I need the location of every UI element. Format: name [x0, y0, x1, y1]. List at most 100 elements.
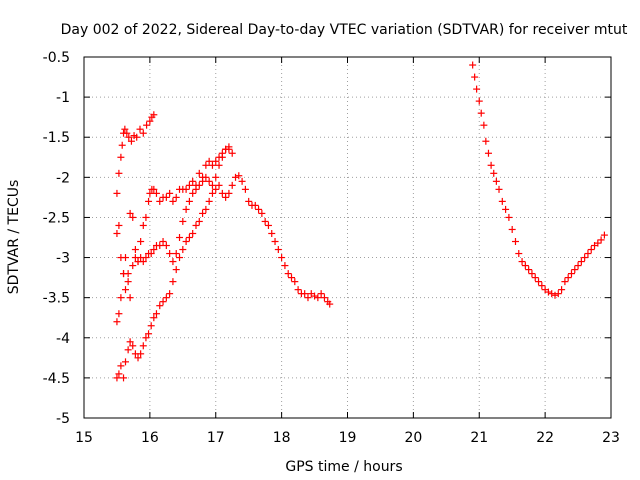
data-point — [475, 97, 483, 105]
data-point — [156, 302, 164, 310]
x-tick-label: 23 — [602, 430, 620, 446]
data-point — [538, 282, 546, 290]
data-point — [554, 290, 562, 298]
data-point — [115, 221, 123, 229]
data-point — [498, 197, 506, 205]
data-point — [172, 250, 180, 258]
data-point — [218, 153, 226, 161]
data-point — [150, 185, 158, 193]
data-point — [126, 294, 134, 302]
x-tick-label: 20 — [404, 430, 422, 446]
data-point — [558, 286, 566, 294]
data-points — [113, 61, 608, 382]
data-point — [469, 61, 477, 69]
data-point — [124, 346, 132, 354]
data-point — [169, 258, 177, 266]
data-point — [235, 172, 243, 180]
y-tick-label: -1 — [56, 90, 70, 106]
x-tick-label: 21 — [470, 430, 488, 446]
x-tick-label: 17 — [207, 430, 225, 446]
data-point — [113, 374, 121, 382]
data-point — [525, 266, 533, 274]
data-point — [202, 173, 210, 181]
data-point — [291, 278, 299, 286]
data-point — [129, 213, 137, 221]
chart-title: Day 002 of 2022, Sidereal Day-to-day VTE… — [61, 22, 628, 38]
data-point — [518, 258, 526, 266]
data-point — [581, 254, 589, 262]
data-point — [477, 109, 485, 117]
y-tick-label: -2 — [56, 170, 70, 186]
data-point — [192, 185, 200, 193]
data-point — [143, 121, 151, 129]
data-point — [162, 242, 170, 250]
data-point — [131, 246, 139, 254]
data-point — [502, 205, 510, 213]
data-point — [314, 294, 322, 302]
data-point — [179, 217, 187, 225]
data-point — [326, 300, 334, 308]
data-point — [215, 161, 223, 169]
y-tick-label: -3.5 — [43, 291, 70, 307]
data-point — [113, 318, 121, 326]
data-point — [147, 322, 155, 330]
data-point — [212, 157, 220, 165]
data-point — [258, 209, 266, 217]
data-point — [215, 181, 223, 189]
data-point — [199, 177, 207, 185]
data-point — [245, 197, 253, 205]
data-point — [241, 185, 249, 193]
data-point — [152, 310, 160, 318]
data-point — [133, 133, 141, 141]
data-point — [134, 354, 142, 362]
data-point — [577, 258, 585, 266]
data-point — [574, 262, 582, 270]
data-point — [487, 161, 495, 169]
data-point — [121, 125, 129, 133]
data-point — [156, 242, 164, 250]
data-point — [137, 350, 145, 358]
data-point — [152, 189, 160, 197]
y-tick-label: -4.5 — [43, 371, 70, 387]
data-point — [473, 85, 481, 93]
grid — [84, 57, 611, 418]
x-tick-label: 18 — [273, 430, 291, 446]
data-point — [195, 217, 203, 225]
axis-ticks: 15 16 17 18 19 20 21 22 23 -0.5 -1 -1.5 -2 -2.5 -3 -3.5… — [43, 50, 620, 446]
data-point — [238, 177, 246, 185]
data-point — [162, 193, 170, 201]
data-point — [189, 189, 197, 197]
data-point — [482, 137, 490, 145]
data-point — [284, 270, 292, 278]
data-point — [172, 266, 180, 274]
data-point — [139, 129, 147, 137]
data-point — [490, 169, 498, 177]
data-point — [113, 229, 121, 237]
data-point — [301, 290, 309, 298]
data-point — [594, 239, 602, 247]
data-point — [202, 205, 210, 213]
data-point — [228, 181, 236, 189]
data-point — [587, 246, 595, 254]
data-point — [515, 250, 523, 258]
y-tick-label: -1.5 — [43, 130, 70, 146]
data-point — [156, 197, 164, 205]
data-point — [125, 133, 133, 141]
x-tick-label: 16 — [141, 430, 159, 446]
data-point — [118, 141, 126, 149]
data-point — [511, 238, 519, 246]
data-point — [166, 189, 174, 197]
data-point — [222, 193, 230, 201]
data-point — [126, 209, 134, 217]
data-point — [571, 266, 579, 274]
data-point — [189, 177, 197, 185]
data-point — [146, 189, 154, 197]
data-point — [120, 374, 128, 382]
data-point — [124, 278, 132, 286]
data-point — [561, 278, 569, 286]
data-point — [185, 181, 193, 189]
data-point — [531, 274, 539, 282]
data-point — [127, 137, 135, 145]
data-point — [294, 286, 302, 294]
data-point — [495, 185, 503, 193]
